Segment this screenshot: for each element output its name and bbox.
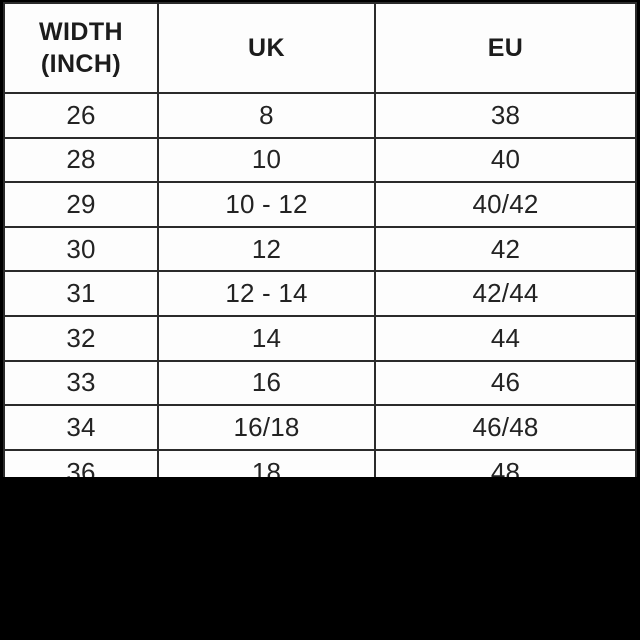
- column-header-width: WIDTH (INCH): [3, 2, 159, 94]
- cell-eu: 42: [374, 225, 637, 273]
- cell-width: 33: [3, 359, 159, 407]
- table-row: 28 10 40: [3, 136, 637, 184]
- cell-width: 31: [3, 270, 159, 317]
- cell-uk: 12 - 14: [157, 270, 376, 317]
- cell-width: 34: [3, 404, 159, 451]
- column-header-eu: EU: [374, 2, 637, 94]
- cell-width: 32: [3, 314, 159, 362]
- table-row: 26 8 38: [3, 92, 637, 139]
- cell-eu: 44: [374, 314, 637, 362]
- cell-uk: 14: [157, 314, 376, 362]
- cell-eu: 40/42: [374, 181, 637, 228]
- table-row: 34 16/18 46/48: [3, 404, 637, 451]
- cell-eu: 40: [374, 136, 637, 184]
- cell-eu: 38: [374, 92, 637, 139]
- table-body: 26 8 38 28 10 40 29 10 - 12 40/42 30 12 42 31 12 - 14…: [3, 92, 637, 496]
- cell-uk: 12: [157, 225, 376, 273]
- table-header: WIDTH (INCH) UK EU: [3, 2, 637, 94]
- cell-width: 29: [3, 181, 159, 228]
- table-row: 31 12 - 14 42/44: [3, 270, 637, 317]
- table-row: 33 16 46: [3, 359, 637, 407]
- cell-width: 30: [3, 225, 159, 273]
- table-row: 32 14 44: [3, 314, 637, 362]
- cell-width: 28: [3, 136, 159, 184]
- cell-eu: 46/48: [374, 404, 637, 451]
- cell-eu: 42/44: [374, 270, 637, 317]
- column-header-width-line1: WIDTH: [39, 18, 123, 46]
- column-header-width-line2: (INCH): [40, 50, 122, 78]
- table-header-row: WIDTH (INCH) UK EU: [3, 2, 637, 94]
- table-row: 29 10 - 12 40/42: [3, 181, 637, 228]
- cell-uk: 8: [157, 92, 376, 139]
- cell-width: 26: [3, 92, 159, 139]
- bottom-letterbox: [0, 477, 640, 640]
- size-chart-table: WIDTH (INCH) UK EU 26 8 38 28 10 40 29 10 - 12 4…: [3, 2, 637, 496]
- cell-eu: 46: [374, 359, 637, 407]
- cell-uk: 10 - 12: [157, 181, 376, 228]
- cell-uk: 10: [157, 136, 376, 184]
- cell-uk: 16/18: [157, 404, 376, 451]
- table-row: 30 12 42: [3, 225, 637, 273]
- column-header-uk: UK: [157, 2, 376, 94]
- cell-uk: 16: [157, 359, 376, 407]
